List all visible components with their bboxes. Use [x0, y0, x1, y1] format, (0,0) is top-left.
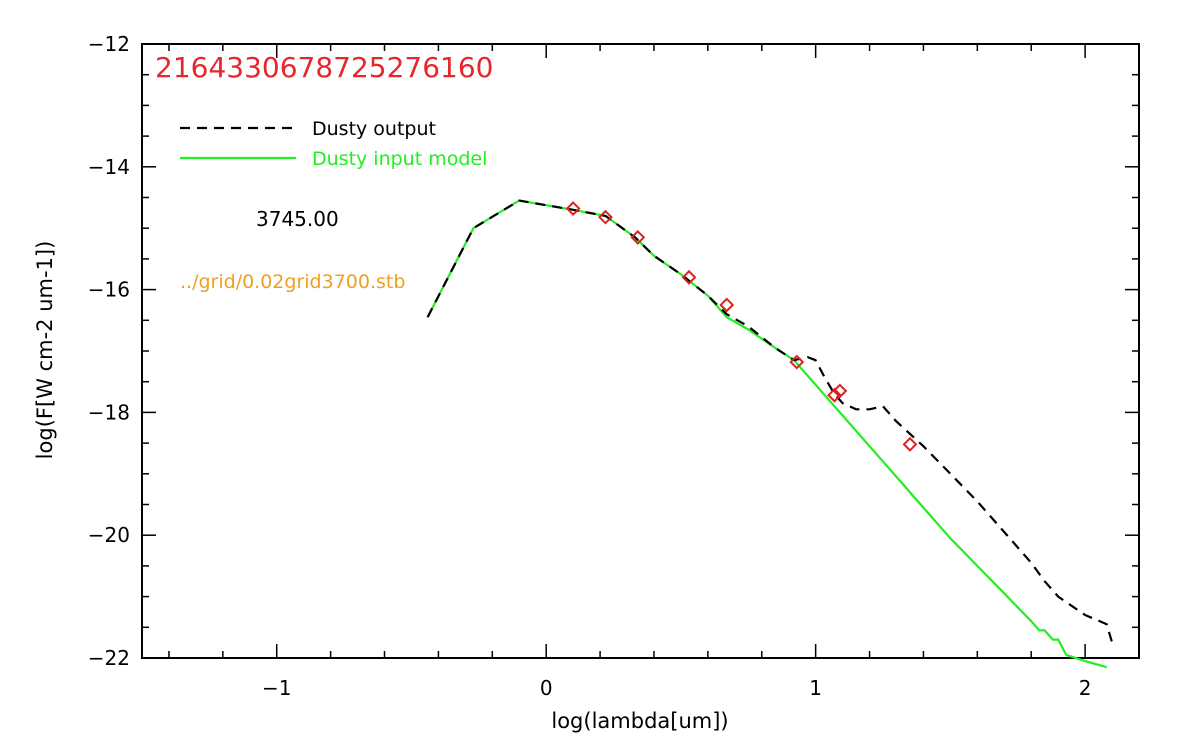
x-tick-label: 0	[540, 676, 553, 700]
series-dusty-output-line	[426, 199, 1114, 643]
y-tick-label: −14	[88, 155, 130, 179]
photometry-point	[630, 229, 646, 245]
series-dusty-input-line	[426, 199, 1107, 669]
photometry-markers	[565, 201, 918, 452]
model-file-annotation: ../grid/0.02grid3700.stb	[180, 271, 405, 293]
object-id-annotation: 2164330678725276160	[155, 51, 493, 84]
legend-label-dusty-input: Dusty input model	[312, 148, 487, 170]
x-axis-label: log(lambda[um])	[551, 709, 728, 733]
axis-ticks	[142, 43, 1140, 659]
photometry-point	[565, 201, 581, 216]
y-tick-label: −18	[88, 400, 130, 424]
series-layer	[426, 199, 1114, 669]
axis-tick-labels: −1 0 1 2 −22 −20 −18 −16 −14 −12	[88, 32, 1092, 700]
y-tick-label: −16	[88, 278, 130, 302]
photometry-point	[832, 383, 848, 399]
y-tick-label: −12	[88, 32, 130, 56]
y-tick-label: −22	[88, 646, 130, 670]
x-tick-label: 1	[809, 676, 822, 700]
photometry-point	[681, 269, 697, 285]
temperature-annotation: 3745.00	[256, 207, 339, 231]
legend: Dusty output Dusty input model	[180, 118, 487, 170]
x-tick-label: −1	[262, 676, 291, 700]
plot-frame	[141, 43, 1140, 659]
photometry-point	[789, 354, 805, 370]
photometry-point	[827, 387, 842, 403]
y-axis-label: log(F[W cm-2 um-1])	[33, 241, 57, 460]
legend-label-dusty-output: Dusty output	[312, 118, 436, 140]
photometry-point	[902, 436, 918, 452]
photometry-point	[598, 209, 613, 225]
photometry-point	[719, 297, 735, 313]
y-tick-label: −20	[88, 523, 130, 547]
plot-area-border	[141, 43, 1140, 659]
x-tick-label: 2	[1079, 676, 1092, 700]
